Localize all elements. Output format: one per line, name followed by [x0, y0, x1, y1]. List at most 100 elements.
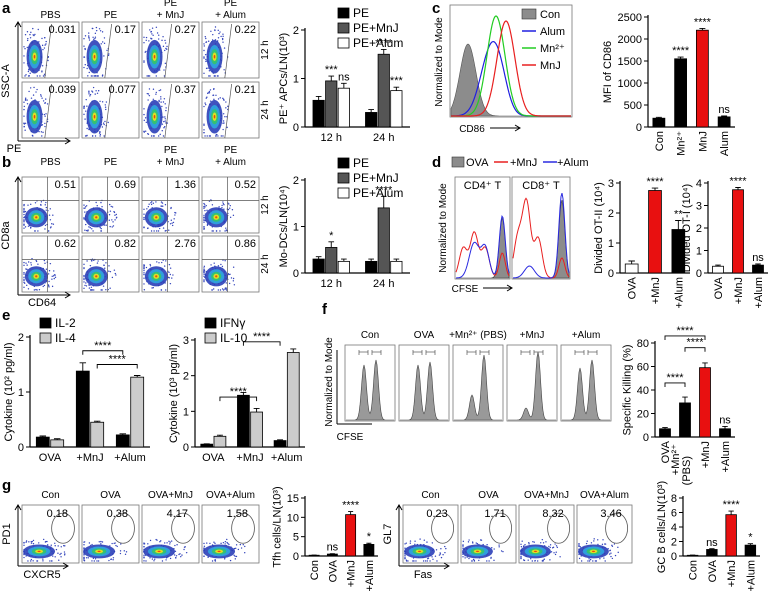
flow-dot	[169, 557, 172, 560]
flow-dot	[83, 207, 85, 209]
legend-swatch	[451, 156, 465, 168]
flow-dot	[101, 41, 104, 43]
flow-dot	[145, 39, 147, 41]
flow-dot	[234, 558, 237, 560]
flow-dot	[107, 121, 109, 124]
y-axis-title: Divided OT-II (10⁴)	[593, 182, 605, 274]
flow-dot	[23, 125, 25, 128]
y-tick-label: 500	[624, 100, 642, 112]
flow-dot	[205, 41, 207, 44]
y-tick-label: 1000	[618, 78, 642, 90]
x-tick-label: +Alum	[720, 441, 732, 473]
bar	[345, 514, 357, 557]
histogram-frame	[452, 344, 504, 422]
flow-dot	[229, 216, 232, 219]
error-bar	[380, 48, 387, 55]
flow-dot	[219, 289, 222, 291]
flow-dot	[92, 557, 95, 560]
flow-dot	[83, 556, 85, 559]
flow-dot	[30, 560, 32, 562]
flow-dot	[83, 37, 85, 40]
flow-dot	[32, 560, 34, 562]
bar	[390, 90, 403, 128]
axis-title: CXCR5	[23, 569, 60, 581]
panel-letter: c	[432, 0, 440, 17]
flow-dot	[150, 202, 152, 204]
flow-dot	[25, 262, 27, 264]
flow-dot	[53, 277, 55, 280]
y-tick-label: 4	[696, 178, 702, 190]
panel-subtitle: CD4⁺ T	[464, 180, 502, 192]
flow-dot	[143, 273, 145, 276]
flow-dot	[34, 230, 36, 232]
error-bar	[393, 258, 400, 262]
histogram	[455, 215, 510, 279]
flow-dot	[549, 559, 551, 561]
flow-dot	[84, 284, 86, 287]
flow-dot	[157, 230, 160, 232]
axis-title: CFSE	[337, 432, 364, 443]
flow-dot	[52, 223, 55, 225]
flow-dot	[96, 262, 99, 264]
flow-dot	[26, 31, 29, 33]
flow-dot	[244, 545, 246, 548]
flow-dot	[40, 203, 42, 206]
flow-dot	[207, 92, 210, 94]
flow-dot	[415, 560, 417, 562]
significance-label: *	[367, 531, 372, 543]
x-tick-label: Mn²⁺	[676, 131, 688, 156]
flow-dot	[36, 289, 38, 291]
column-header: OVA+Alum	[206, 490, 255, 501]
significance-label: *	[329, 230, 334, 242]
y-tick-label: 0	[608, 268, 614, 280]
flow-dot	[84, 206, 87, 208]
flow-dot	[143, 265, 146, 267]
flow-dot	[60, 556, 62, 558]
y-tick-label: 2000	[618, 34, 642, 46]
legend-label: PE+MnJ	[353, 21, 399, 35]
panel-letter: f	[322, 301, 328, 318]
flow-dot	[143, 218, 145, 221]
flow-dot	[203, 202, 205, 205]
error-bar	[699, 27, 706, 31]
flow-dot	[217, 265, 220, 267]
error-bar	[119, 433, 127, 435]
gate-line	[44, 83, 52, 139]
flow-dot	[96, 205, 98, 207]
bar	[325, 80, 338, 128]
flow-dot	[207, 40, 210, 42]
legend-label: +MnJ	[510, 157, 537, 169]
flow-dot	[148, 75, 151, 77]
flow-dot	[150, 135, 153, 137]
gate-value: 0.077	[108, 84, 136, 96]
flow-dot	[28, 69, 30, 71]
flow-density	[155, 216, 158, 219]
gate-value: 0.62	[55, 238, 76, 250]
bracket	[664, 382, 686, 387]
flow-dot	[41, 135, 43, 137]
flow-dot	[23, 271, 25, 274]
flow-dot	[95, 201, 97, 204]
flow-dot	[212, 33, 214, 36]
flow-dot	[218, 206, 220, 208]
flow-dot	[157, 135, 160, 137]
flow-dot	[159, 89, 162, 91]
flow-dot	[143, 216, 145, 219]
flow-dot	[422, 560, 425, 562]
flow-dot	[162, 135, 165, 137]
flow-dot	[203, 207, 205, 210]
flow-dot	[143, 289, 146, 291]
flow-dot	[32, 94, 35, 96]
flow-dot	[444, 545, 446, 548]
flow-dot	[40, 94, 42, 96]
flow-dot	[26, 284, 28, 287]
flow-dot	[52, 275, 55, 277]
y-tick-label: 10	[287, 512, 299, 524]
x-tick-label: OVA	[627, 276, 639, 299]
flow-dot	[442, 554, 444, 556]
flow-dot	[439, 552, 441, 554]
legend-swatch	[204, 332, 217, 344]
flow-dot	[149, 263, 151, 266]
panel-letter: g	[2, 477, 11, 494]
flow-dot	[29, 37, 32, 39]
